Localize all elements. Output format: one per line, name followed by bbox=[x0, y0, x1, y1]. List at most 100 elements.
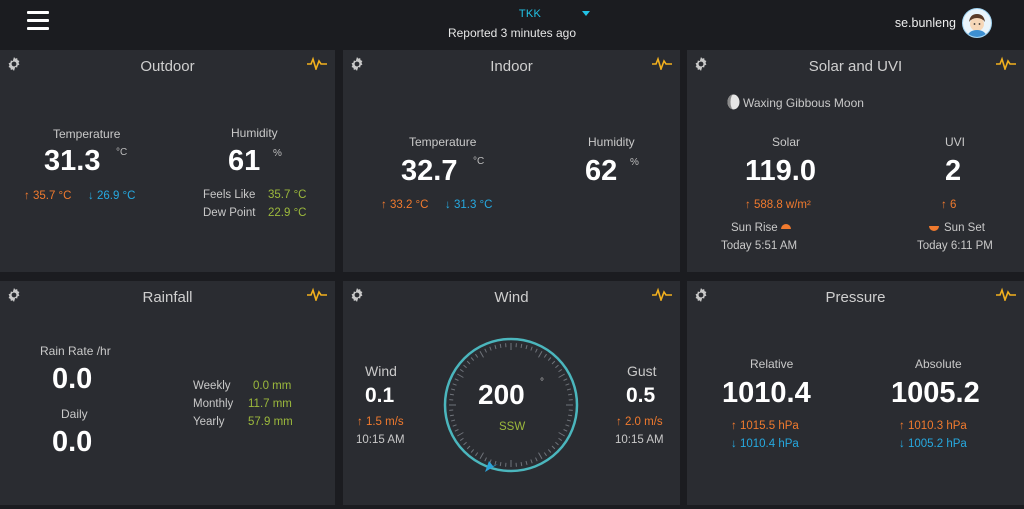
relative-low-value: 1010.4 hPa bbox=[739, 438, 799, 450]
compass-tick bbox=[466, 360, 471, 365]
solar-label: Solar bbox=[772, 135, 801, 149]
temperature-high: ↑ 33.2 °C bbox=[381, 199, 429, 211]
monthly-value: 11.7 mm bbox=[248, 398, 292, 410]
compass-tick bbox=[499, 462, 502, 467]
temperature-unit: °C bbox=[116, 147, 128, 158]
compass-tick bbox=[551, 445, 556, 450]
relative-low: ↓ 1010.4 hPa bbox=[731, 438, 799, 450]
compass-tick bbox=[568, 414, 573, 417]
gust-time: 10:15 AM bbox=[615, 434, 664, 446]
temperature-label: Temperature bbox=[53, 127, 121, 141]
compass-tick bbox=[547, 357, 552, 361]
top-bar: TKK Reported 3 minutes ago se.bunleng bbox=[0, 0, 1024, 48]
compass-tick bbox=[457, 373, 464, 378]
wind-panel: Wind Wind 0.1 ↑ 1.5 m/s 10:15 AM 200 ° S… bbox=[343, 281, 680, 505]
indoor-panel: Indoor Temperature 32.7 °C ↑ 33.2 °C ↓ 3… bbox=[343, 50, 680, 272]
rain-rate-label: Rain Rate /hr bbox=[40, 344, 111, 358]
compass-tick bbox=[452, 424, 457, 427]
solar-uvi-panel: Solar and UVI Waxing Gibbous Moon Solar … bbox=[687, 50, 1024, 272]
panel-title: Indoor bbox=[490, 58, 533, 75]
solar-value: 119.0 bbox=[745, 155, 816, 187]
outdoor-panel: Outdoor Temperature 31.3 °C ↑ 35.7 °C ↓ … bbox=[0, 50, 335, 272]
absolute-label: Absolute bbox=[915, 357, 962, 371]
avatar[interactable] bbox=[962, 8, 992, 38]
compass-tick bbox=[538, 351, 543, 358]
gust-label: Gust bbox=[627, 363, 657, 379]
rain-rate-value: 0.0 bbox=[52, 363, 93, 395]
gear-icon[interactable] bbox=[6, 56, 22, 72]
sunrise-label: Sun Rise bbox=[731, 222, 778, 234]
compass-tick bbox=[450, 388, 456, 391]
reported-status: Reported 3 minutes ago bbox=[447, 26, 577, 40]
station-selector[interactable]: TKK bbox=[460, 4, 600, 22]
weekly-label: Weekly bbox=[193, 380, 231, 392]
compass-tick bbox=[555, 364, 559, 369]
user-name[interactable]: se.bunleng bbox=[894, 16, 956, 30]
daily-value: 0.0 bbox=[52, 426, 93, 458]
yearly-value: 57.9 mm bbox=[248, 416, 293, 428]
compass-tick bbox=[525, 460, 528, 466]
compass-tick bbox=[558, 437, 563, 441]
compass-tick bbox=[565, 424, 570, 427]
solar-high: ↑ 588.8 w/m² bbox=[745, 199, 811, 211]
compass-tick bbox=[475, 353, 479, 358]
moon-icon bbox=[727, 94, 740, 110]
wind-label: Wind bbox=[365, 363, 397, 379]
compass-tick bbox=[494, 460, 497, 466]
compass-tick bbox=[565, 383, 570, 386]
gear-icon[interactable] bbox=[693, 56, 709, 72]
sunrise-time: Today 5:51 AM bbox=[721, 240, 798, 252]
absolute-high-value: 1010.3 hPa bbox=[907, 420, 967, 432]
compass-tick bbox=[520, 462, 523, 467]
compass-tick bbox=[535, 348, 538, 353]
compass-tick bbox=[543, 452, 547, 457]
gear-icon[interactable] bbox=[349, 287, 365, 303]
pulse-chart-icon[interactable] bbox=[307, 56, 327, 70]
gear-icon[interactable] bbox=[693, 287, 709, 303]
relative-high: ↑ 1015.5 hPa bbox=[731, 420, 799, 432]
compass-tick bbox=[470, 449, 475, 453]
absolute-value: 1005.2 bbox=[891, 377, 980, 409]
pulse-chart-icon[interactable] bbox=[652, 56, 672, 70]
sunset-time: Today 6:11 PM bbox=[917, 240, 993, 252]
compass-tick bbox=[479, 351, 484, 358]
compass-tick bbox=[499, 343, 502, 348]
humidity-unit: % bbox=[273, 148, 282, 159]
station-name[interactable]: TKK bbox=[518, 8, 542, 20]
feels-like-label: Feels Like bbox=[203, 189, 256, 201]
temperature-high-value: 35.7 °C bbox=[32, 190, 72, 202]
pulse-chart-icon[interactable] bbox=[996, 56, 1016, 70]
humidity-value: 61 bbox=[228, 145, 261, 177]
temperature-value: 31.3 bbox=[44, 145, 101, 177]
user-avatar-icon bbox=[967, 14, 987, 37]
sunset-icon bbox=[929, 226, 939, 231]
wind-compass bbox=[443, 337, 579, 473]
panel-title: Pressure bbox=[825, 289, 886, 306]
caret-down-icon[interactable] bbox=[582, 11, 590, 16]
gust-high: ↑ 2.0 m/s bbox=[616, 416, 663, 428]
compass-tick bbox=[563, 429, 568, 432]
humidity-label: Humidity bbox=[231, 126, 278, 140]
yearly-label: Yearly bbox=[193, 416, 225, 428]
uvi-value: 2 bbox=[945, 155, 962, 187]
temperature-low: ↓ 31.3 °C bbox=[445, 199, 493, 211]
wind-direction-marker bbox=[485, 461, 498, 472]
user-menu[interactable]: se.bunleng bbox=[895, 8, 992, 38]
compass-tick bbox=[520, 343, 523, 348]
compass-tick bbox=[463, 364, 467, 369]
pulse-chart-icon[interactable] bbox=[652, 287, 672, 301]
compass-tick bbox=[484, 457, 487, 462]
panel-title: Outdoor bbox=[140, 58, 195, 75]
pulse-chart-icon[interactable] bbox=[307, 287, 327, 301]
panel-title: Solar and UVI bbox=[808, 58, 903, 75]
gear-icon[interactable] bbox=[6, 287, 22, 303]
daily-label: Daily bbox=[61, 407, 88, 421]
compass-tick bbox=[558, 373, 565, 378]
rainfall-panel: Rainfall Rain Rate /hr 0.0 Daily 0.0 Wee… bbox=[0, 281, 335, 505]
uvi-label: UVI bbox=[945, 135, 966, 149]
gear-icon[interactable] bbox=[349, 56, 365, 72]
moon-phase: Waxing Gibbous Moon bbox=[743, 96, 864, 110]
pulse-chart-icon[interactable] bbox=[996, 287, 1016, 301]
compass-tick bbox=[457, 432, 464, 437]
hamburger-menu-icon[interactable] bbox=[27, 11, 49, 30]
